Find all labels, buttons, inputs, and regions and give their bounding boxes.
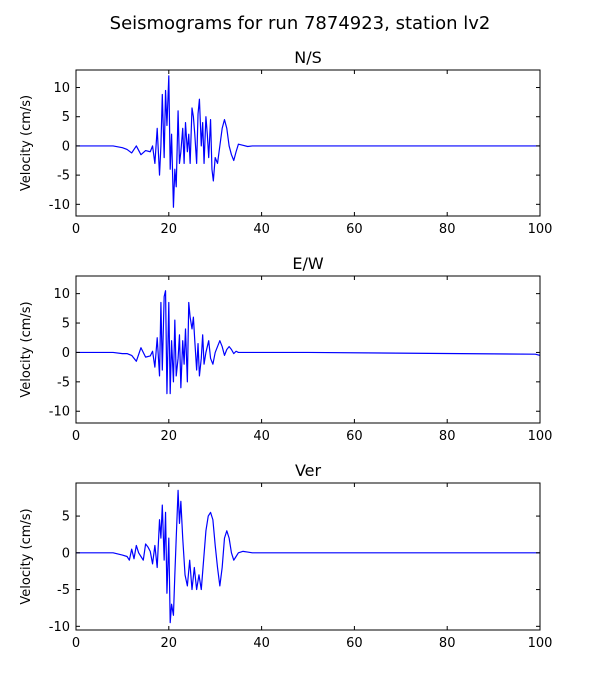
ns-x-tick-label: 60 (346, 222, 363, 237)
ew-y-tick-label: 5 (62, 317, 70, 332)
ver-y-axis-label: Velocity (cm/s) (19, 508, 34, 604)
ns-x-tick-label: 40 (253, 222, 270, 237)
ns-velocity-line (76, 75, 540, 208)
ver-y-tick-label: 0 (62, 546, 70, 561)
ns-y-tick-label: -5 (57, 169, 70, 184)
ns-x-tick-label: 100 (528, 222, 553, 237)
ew-x-tick-label: 40 (253, 429, 270, 444)
panel-ns: N/S Velocity (cm/s) 0 20 40 60 80 100 10 5 0 -5 -10 (19, 48, 552, 237)
ver-subplot-title: Ver (295, 461, 322, 480)
ew-x-tick-label: 100 (528, 429, 553, 444)
ew-x-tick-label: 80 (439, 429, 456, 444)
ns-x-tick-label: 0 (72, 222, 80, 237)
ns-x-tick-label: 80 (439, 222, 456, 237)
ew-velocity-line (76, 290, 540, 395)
ns-y-tick-label: 0 (62, 139, 70, 154)
ver-x-tick-label: 80 (439, 636, 456, 651)
ver-x-tick-label: 100 (528, 636, 553, 651)
ew-x-tick-label: 20 (161, 429, 178, 444)
ver-x-tick-label: 60 (346, 636, 363, 651)
ns-y-tick-label: -10 (49, 198, 70, 213)
ns-y-axis-label: Velocity (cm/s) (19, 95, 34, 191)
ver-y-tick-label: -10 (49, 620, 70, 635)
ver-x-tick-label: 20 (161, 636, 178, 651)
ns-y-tick-label: 10 (53, 81, 70, 96)
ver-x-tick-label: 40 (253, 636, 270, 651)
ew-y-tick-label: 10 (53, 287, 70, 302)
ew-axes-frame (75, 275, 541, 424)
ew-y-tick-label: -5 (57, 375, 70, 390)
ew-x-tick-label: 60 (346, 429, 363, 444)
ew-subplot-title: E/W (292, 254, 324, 273)
ns-x-tick-label: 20 (161, 222, 178, 237)
ver-y-tick-label: -5 (57, 583, 70, 598)
ew-y-tick-label: 0 (62, 346, 70, 361)
ew-y-tick-label: -10 (49, 405, 70, 420)
panel-ver: Ver Velocity (cm/s) 0 20 40 60 80 100 5 0 -5 -10 (19, 461, 552, 651)
ns-y-tick-label: 5 (62, 110, 70, 125)
figure-title: Seismograms for run 7874923, station lv2 (110, 13, 491, 34)
ns-subplot-title: N/S (294, 48, 322, 67)
ns-axes-frame (75, 69, 541, 217)
panel-ew: E/W Velocity (cm/s) 0 20 40 60 80 100 10 5 0 -5 -10 (19, 254, 552, 444)
ver-x-tick-label: 0 (72, 636, 80, 651)
ew-x-tick-label: 0 (72, 429, 80, 444)
ver-axes-frame (75, 482, 541, 631)
ver-velocity-line (76, 489, 540, 624)
ver-y-tick-label: 5 (62, 510, 70, 525)
ew-y-axis-label: Velocity (cm/s) (19, 301, 34, 397)
